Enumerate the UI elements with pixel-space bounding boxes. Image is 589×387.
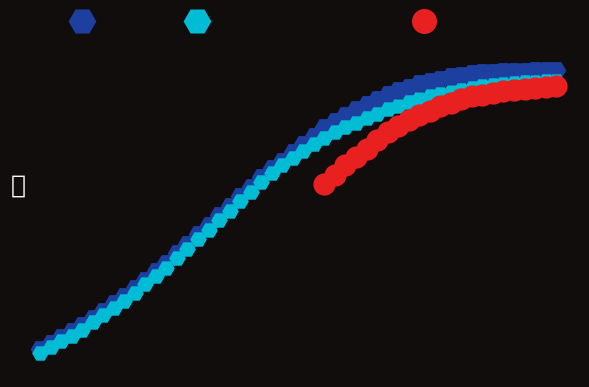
Text: 態: 態 <box>11 174 25 198</box>
